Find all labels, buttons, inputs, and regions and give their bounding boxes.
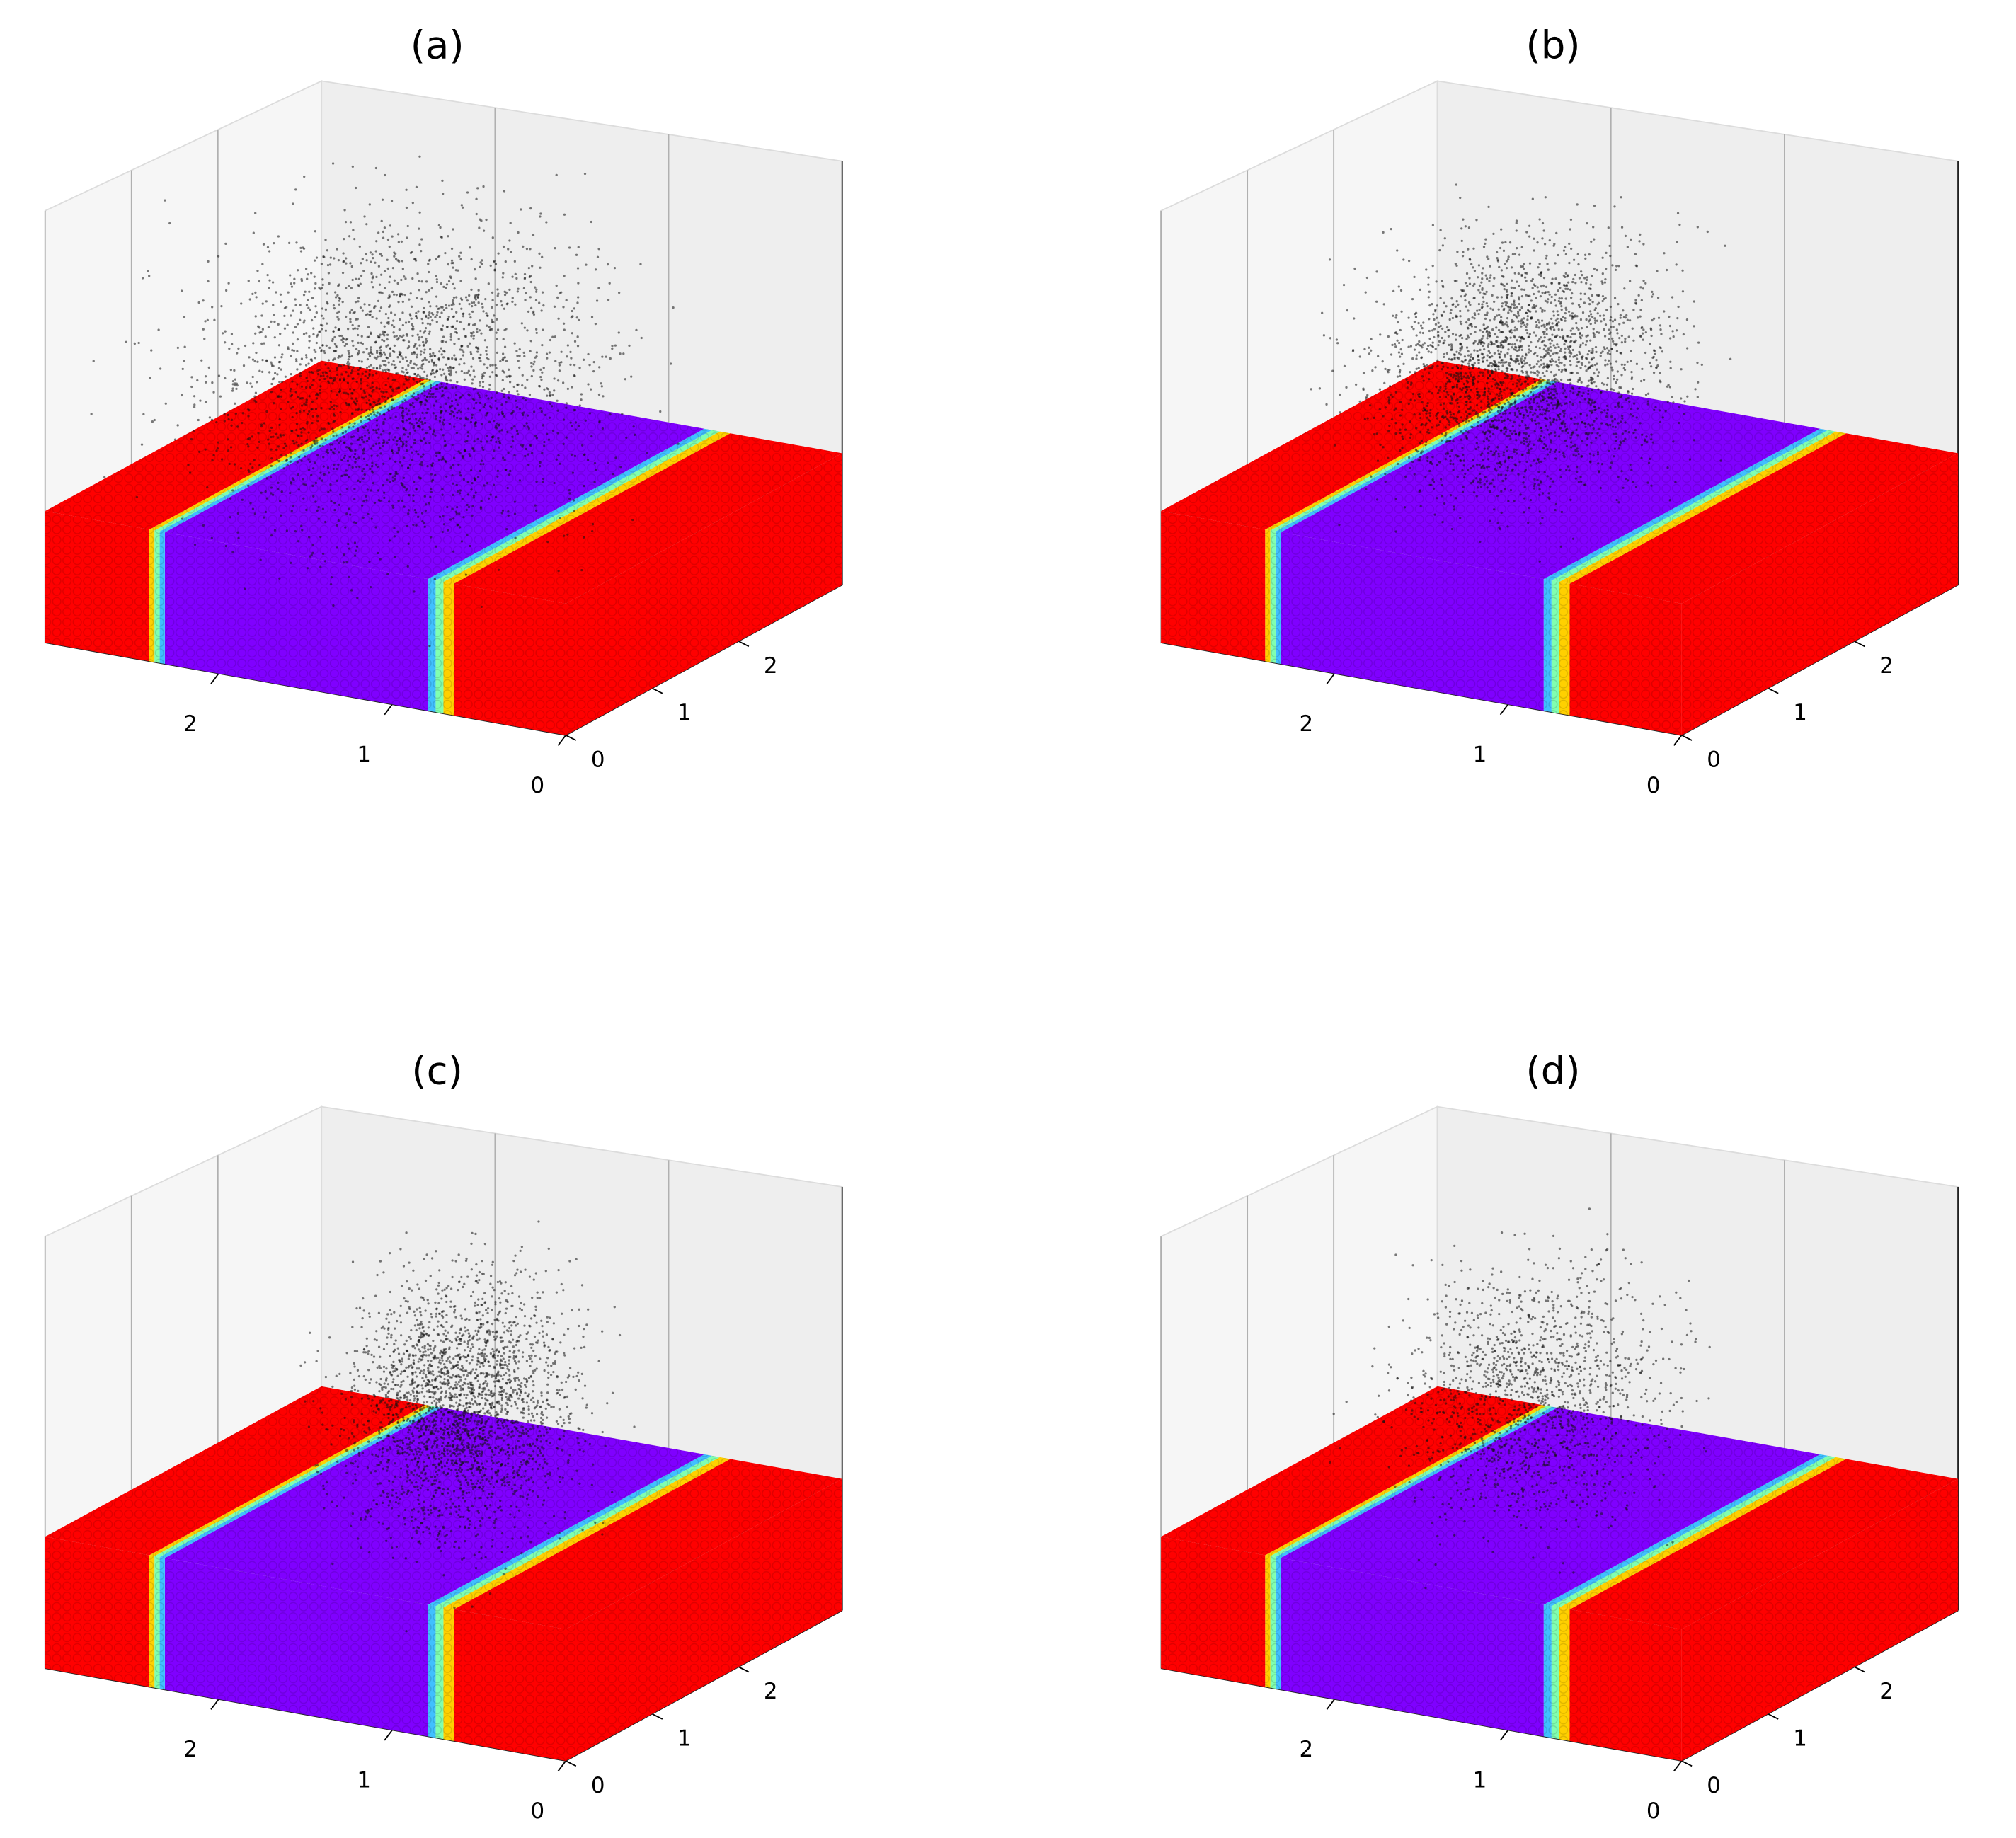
- y-tick: [1768, 1713, 1779, 1720]
- y-tick-label: 1: [1793, 700, 1807, 725]
- x-tick-label: 1: [357, 742, 371, 767]
- x-tick: [1499, 703, 1509, 716]
- y-tick-label: 2: [764, 653, 778, 679]
- y-tick-label: 0: [591, 1773, 605, 1798]
- slab-texture: [45, 1386, 842, 1630]
- panel: (d) 0 1 2 0 1 2: [1160, 1048, 1959, 1824]
- panel: (a) 0 1 2 0 1 2: [44, 22, 843, 798]
- y-tick: [565, 1760, 577, 1767]
- slab-texture: [1161, 360, 1959, 604]
- slab-texture: [1161, 1537, 1682, 1762]
- panel: (b) 0 1 2 0 1 2: [1160, 22, 1959, 798]
- y-tick-label: 0: [1707, 747, 1721, 773]
- y-tick: [651, 687, 663, 694]
- slab-texture: [45, 1537, 566, 1762]
- x-tick-label: 0: [1646, 1798, 1661, 1824]
- x-tick: [557, 1760, 566, 1772]
- slab-texture: [566, 1478, 842, 1762]
- y-tick: [1681, 1760, 1693, 1767]
- x-tick-label: 2: [1300, 1737, 1314, 1762]
- y-tick-label: 1: [677, 700, 692, 725]
- slab-texture: [1681, 1478, 1959, 1762]
- panel-title: (a): [411, 22, 464, 67]
- y-tick: [1854, 641, 1865, 648]
- slab-texture: [1161, 511, 1682, 735]
- slab-texture: [1681, 453, 1959, 735]
- x-tick: [1499, 1729, 1509, 1741]
- particle-cloud: [1328, 1207, 1711, 1590]
- x-tick: [210, 673, 219, 684]
- x-tick-label: 2: [1300, 711, 1314, 737]
- panel-title: (c): [411, 1048, 462, 1093]
- y-tick-label: 1: [677, 1725, 692, 1751]
- panel-title: (b): [1525, 22, 1580, 67]
- y-tick-label: 2: [1879, 653, 1894, 679]
- x-tick: [1673, 1760, 1683, 1772]
- y-tick-label: 0: [1707, 1773, 1721, 1798]
- particle-cloud: [90, 155, 680, 648]
- slab-texture: [45, 360, 842, 604]
- x-tick-label: 0: [530, 773, 544, 798]
- y-tick-label: 2: [764, 1679, 778, 1704]
- x-tick: [1673, 735, 1683, 746]
- y-tick-label: 0: [591, 747, 605, 773]
- panel: (c) 0 1 2 0 1 2: [44, 1048, 843, 1824]
- particle-cloud: [1310, 183, 1732, 563]
- y-tick: [1768, 687, 1779, 694]
- slab-texture: [1161, 1386, 1959, 1630]
- x-tick-label: 0: [1646, 773, 1661, 798]
- y-tick: [651, 1713, 663, 1720]
- x-tick: [1326, 673, 1336, 684]
- y-tick: [1854, 1666, 1865, 1673]
- slab-texture: [45, 511, 566, 735]
- y-tick: [738, 641, 750, 648]
- x-tick-label: 1: [1473, 1768, 1487, 1793]
- x-tick: [1326, 1699, 1336, 1710]
- slab-texture: [566, 453, 842, 735]
- particle-cloud: [299, 1220, 636, 1633]
- x-tick-label: 2: [183, 711, 197, 737]
- x-tick: [384, 1729, 393, 1741]
- panel-title: (d): [1525, 1048, 1580, 1093]
- y-tick: [565, 734, 577, 741]
- y-tick-label: 1: [1793, 1725, 1807, 1751]
- y-tick: [738, 1666, 750, 1673]
- x-tick-label: 1: [1473, 742, 1487, 767]
- y-tick: [1681, 734, 1693, 741]
- x-tick-label: 0: [530, 1798, 544, 1824]
- x-tick: [384, 703, 393, 716]
- x-tick: [557, 735, 566, 746]
- x-tick-label: 1: [357, 1768, 371, 1793]
- x-tick-label: 2: [183, 1737, 197, 1762]
- y-tick-label: 2: [1879, 1679, 1894, 1704]
- x-tick: [210, 1699, 219, 1710]
